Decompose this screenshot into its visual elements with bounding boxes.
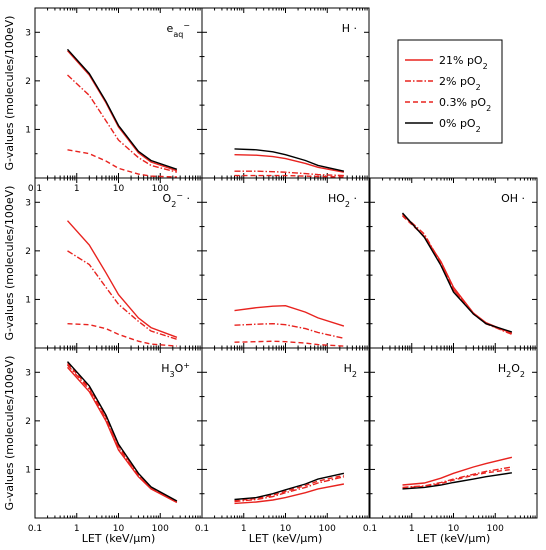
series-line — [402, 215, 513, 335]
panel-3: HO2 · — [201, 177, 370, 349]
series-line — [402, 468, 512, 489]
series-line — [234, 154, 345, 173]
x-tick-label: 1 — [74, 524, 80, 534]
series-line — [234, 472, 345, 501]
species-label: H · — [342, 22, 357, 35]
x-tick-label: 1 — [74, 184, 80, 194]
species-label: H2 — [344, 362, 357, 379]
legend-label: 2% pO2 — [439, 75, 481, 92]
series-line — [402, 456, 513, 486]
y-tick-label: 3 — [25, 368, 31, 378]
species-label: H3O+ — [161, 361, 190, 379]
x-axis-label: LET (keV/μm) — [417, 532, 491, 545]
series-line — [402, 466, 513, 489]
x-tick-label: 1 — [241, 524, 247, 534]
y-tick-label: 2 — [25, 417, 31, 427]
y-tick-label: 1 — [25, 295, 31, 305]
x-axis-label: LET (keV/μm) — [82, 532, 156, 545]
y-tick-label: 3 — [25, 198, 31, 208]
legend: 21% pO2 2% pO2 0.3% pO2 0% pO2 — [397, 39, 503, 144]
x-tick-label: 10 — [448, 524, 460, 534]
legend-label: 21% pO2 — [439, 54, 488, 71]
panel-4: OH · — [369, 177, 538, 349]
series-line — [66, 366, 178, 504]
series-line — [234, 304, 345, 327]
series-line — [234, 170, 344, 177]
y-axis-labels: G-values (molecules/100eV) G-values (mole… — [3, 16, 16, 511]
series-line — [67, 149, 177, 178]
panel-1: H · — [201, 7, 370, 179]
panel-frame — [34, 177, 203, 349]
y-axis-label: G-values (molecules/100eV) — [3, 356, 16, 511]
x-tick-label: 10 — [280, 524, 292, 534]
x-tick-label: 0.1 — [195, 524, 209, 534]
series-line — [66, 50, 178, 172]
x-tick-label: 0.1 — [28, 524, 42, 534]
series-line — [67, 250, 178, 340]
y-tick-label: 3 — [25, 28, 31, 38]
series-line — [402, 213, 513, 336]
series-line — [67, 74, 178, 173]
y-tick-label: 1 — [25, 125, 31, 135]
series-line — [234, 474, 345, 502]
series-line — [234, 148, 345, 172]
series-line — [66, 363, 178, 503]
series-line — [234, 476, 345, 503]
y-tick-label: 1 — [25, 465, 31, 475]
x-tick-label: 100 — [319, 524, 336, 534]
x-tick-label: 100 — [152, 524, 169, 534]
panel-6: 0.1 1 10 100 H2 — [195, 347, 370, 534]
y-tick-label: 2 — [25, 77, 31, 87]
panel-2: 1 2 3 O2− · — [25, 177, 203, 349]
x-axis-label: LET (keV/μm) — [249, 532, 323, 545]
series-line — [66, 48, 178, 170]
series-line — [234, 483, 345, 505]
y-axis-label: G-values (molecules/100eV) — [3, 16, 16, 171]
y-axis-label: G-values (molecules/100eV) — [3, 186, 16, 341]
x-tick-label: 1 — [409, 524, 415, 534]
panel-7: 0.1 1 10 100 H2O2 — [363, 347, 538, 534]
x-tick-label: 100 — [487, 524, 504, 534]
species-label: HO2 · — [328, 192, 357, 209]
legend-label: 0.3% pO2 — [439, 96, 491, 113]
series-line — [66, 364, 178, 503]
series-line — [66, 361, 178, 502]
x-tick-label: 100 — [152, 184, 169, 194]
x-tick-label: 0.1 — [363, 524, 377, 534]
series-line — [402, 472, 513, 490]
series-line — [401, 212, 513, 333]
panel-5: 0.1 1 10 100 1 2 3 H3O+ — [25, 347, 203, 534]
legend-box — [397, 39, 503, 144]
species-label: H2O2 — [498, 362, 525, 379]
series-line — [66, 220, 178, 338]
species-label: eaq− — [167, 21, 190, 39]
species-label: OH · — [501, 192, 525, 205]
y-tick-label: 2 — [25, 247, 31, 257]
x-axis-labels: LET (keV/μm) LET (keV/μm) LET (keV/μm) — [82, 532, 491, 545]
series-line — [234, 174, 344, 178]
series-line — [234, 322, 345, 339]
panel-grid: 0.1 1 10 100 1 2 3 eaq− H · 1 2 3 O2− · HO2 · OH · 0.1 1… — [25, 7, 538, 534]
x-tick-label: 10 — [113, 524, 125, 534]
species-label: O2− · — [163, 191, 190, 209]
series-line — [67, 323, 177, 347]
legend-label: 0% pO2 — [439, 117, 481, 134]
series-line — [234, 340, 344, 347]
x-tick-label: 10 — [113, 184, 125, 194]
